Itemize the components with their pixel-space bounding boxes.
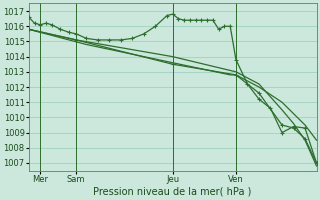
X-axis label: Pression niveau de la mer( hPa ): Pression niveau de la mer( hPa ) bbox=[93, 187, 252, 197]
